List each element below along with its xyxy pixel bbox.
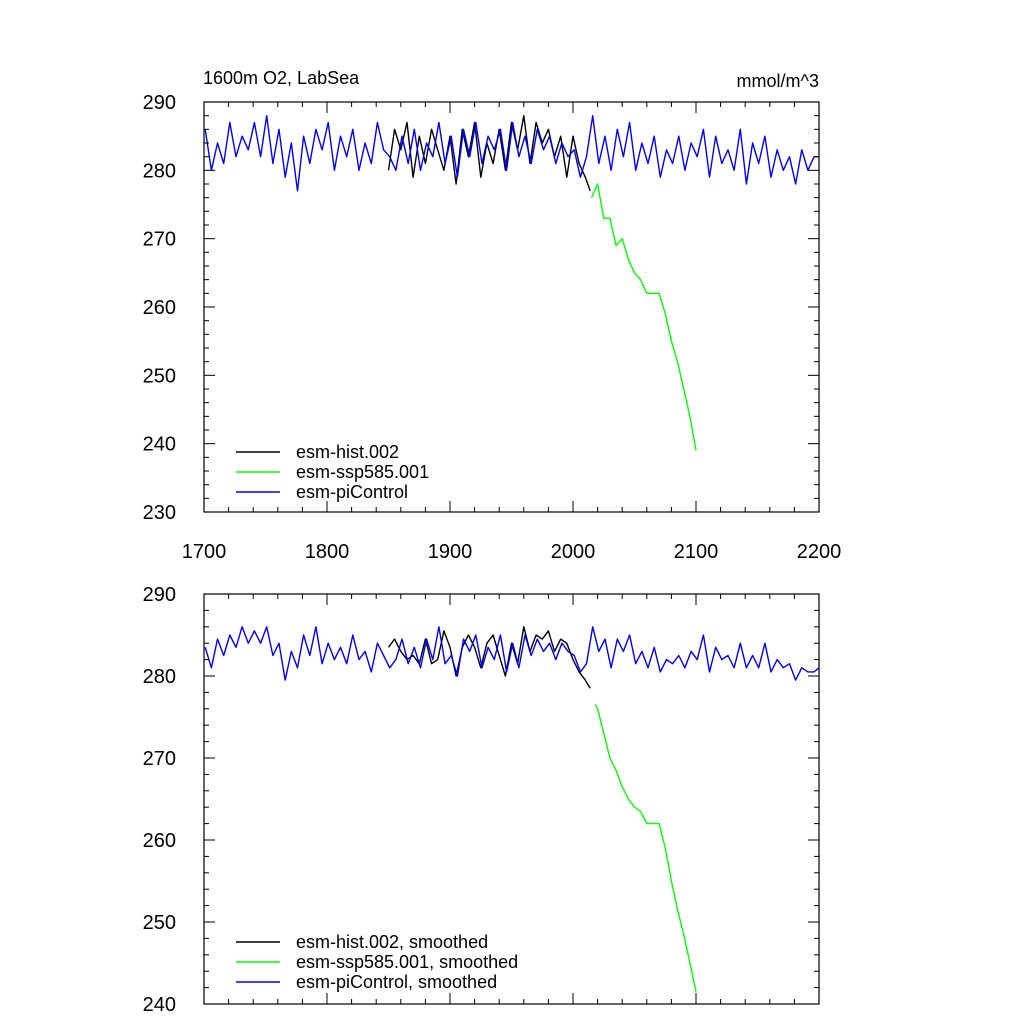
bottom-chart-legend-label-esm-picontrol-smoothed: esm-piControl, smoothed — [296, 972, 497, 992]
top-chart-series-esm-picontrol — [204, 114, 819, 192]
top-chart-y-tick-label: 250 — [143, 365, 176, 387]
top-chart-title: 1600m O2, LabSea — [203, 68, 360, 88]
bottom-chart-series-layer — [204, 626, 820, 992]
bottom-chart-legend-label-esm-hist-002-smoothed: esm-hist.002, smoothed — [296, 932, 488, 952]
bottom-chart-axes: 240 250 260 270 280 290 — [143, 584, 820, 1016]
top-chart-y-tick-label: 290 — [143, 92, 176, 114]
bottom-chart-y-tick-label: 290 — [143, 584, 176, 606]
top-chart-y-tick-label: 240 — [143, 434, 176, 456]
top-chart-y-tick-label: 260 — [143, 297, 176, 319]
top-chart-axes: 1700 1800 1900 2000 2100 2200 230 240 250 260 270 2… — [143, 92, 842, 563]
bottom-chart-series-esm-hist-002-smoothed — [387, 626, 591, 689]
bottom-chart-y-tick-label: 240 — [143, 994, 176, 1016]
bottom-chart-series-esm-picontrol-smoothed — [204, 626, 820, 681]
top-chart-x-tick-label: 1800 — [305, 541, 350, 563]
top-chart-x-tick-label: 1700 — [182, 541, 227, 563]
bottom-chart-y-tick-label: 270 — [143, 748, 176, 770]
bottom-chart-y-tick-label: 280 — [143, 666, 176, 688]
top-chart-x-tick-label: 2100 — [674, 541, 719, 563]
top-chart-x-tick-label: 2200 — [797, 541, 842, 563]
bottom-chart-series-esm-ssp585-001-smoothed — [594, 704, 697, 992]
bottom-chart-frame — [203, 593, 820, 1005]
bottom-chart-y-tick-label: 260 — [143, 830, 176, 852]
top-chart-legend-label-esm-hist-002: esm-hist.002 — [296, 442, 399, 462]
bottom-chart-panel: 240 250 260 270 280 290 esm-hist.002, smoothe… — [143, 584, 820, 1016]
top-chart-y-tick-label: 280 — [143, 160, 176, 182]
top-chart-legend-label-esm-ssp585-001: esm-ssp585.001 — [296, 462, 429, 482]
top-chart-x-tick-label: 1900 — [428, 541, 473, 563]
bottom-chart-legend-label-esm-ssp585-001-smoothed: esm-ssp585.001, smoothed — [296, 952, 518, 972]
top-chart-units: mmol/m^3 — [737, 71, 819, 91]
top-chart-series-esm-ssp585-001 — [590, 183, 697, 451]
top-chart-series-layer — [204, 114, 819, 451]
top-chart-series-esm-hist-002 — [387, 114, 591, 192]
top-chart-y-tick-label: 230 — [143, 502, 176, 524]
bottom-chart-y-tick-label: 250 — [143, 912, 176, 934]
top-chart-legend-label-esm-picontrol: esm-piControl — [296, 482, 408, 502]
top-chart-x-tick-label: 2000 — [551, 541, 596, 563]
top-chart-panel: 1600m O2, LabSea mmol/m^3 1700 1800 1900 20… — [143, 68, 842, 563]
top-chart-y-tick-label: 270 — [143, 229, 176, 251]
